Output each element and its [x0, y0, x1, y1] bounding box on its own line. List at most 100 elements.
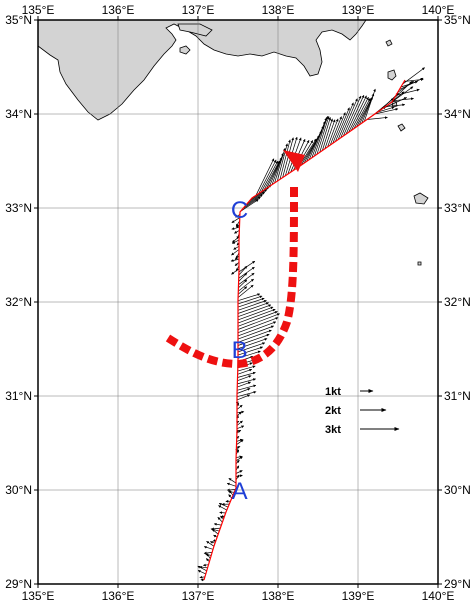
- land-shape: [177, 23, 213, 37]
- lon-label-bottom: 140°E: [422, 589, 455, 603]
- current-vector: [228, 490, 235, 494]
- current-vector: [205, 558, 210, 562]
- current-vector: [237, 381, 251, 388]
- kuroshio-arrowhead: [283, 150, 305, 172]
- lon-label-bottom: 139°E: [342, 589, 375, 603]
- current-vector: [232, 239, 240, 244]
- land-shape: [387, 69, 397, 81]
- current-vector: [260, 160, 279, 192]
- land-shape: [38, 20, 367, 121]
- current-vector: [235, 470, 243, 474]
- current-vector: [402, 67, 425, 85]
- current-vector: [400, 80, 418, 88]
- current-vector: [238, 272, 255, 285]
- lon-label-bottom: 138°E: [262, 589, 295, 603]
- current-vector: [342, 95, 362, 137]
- current-vector: [237, 317, 279, 334]
- current-vector: [404, 78, 424, 82]
- current-vector: [237, 325, 274, 340]
- current-vector: [197, 570, 206, 575]
- current-vector: [242, 196, 261, 210]
- current-vector: [238, 260, 256, 273]
- lon-label-bottom: 137°E: [182, 589, 215, 603]
- current-vector: [321, 118, 333, 151]
- current-vector: [316, 116, 330, 155]
- current-vector: [319, 117, 332, 153]
- current-vector: [236, 394, 251, 401]
- current-vector: [235, 214, 241, 218]
- current-vector: [237, 338, 268, 350]
- lon-label-top: 139°E: [342, 3, 375, 17]
- current-vector: [231, 249, 240, 256]
- current-vector: [237, 371, 256, 378]
- lat-label-left: 34°N: [5, 107, 32, 121]
- station-labels: A B C: [231, 197, 248, 505]
- land-shape: [397, 123, 406, 132]
- current-vector: [237, 350, 261, 359]
- current-vector: [197, 565, 207, 572]
- current-vector: [233, 245, 240, 250]
- current-vector: [240, 199, 259, 212]
- current-vector: [263, 161, 280, 191]
- current-vector: [266, 159, 281, 189]
- current-vector: [238, 278, 254, 292]
- current-vector: [228, 494, 232, 499]
- current-vector: [218, 505, 227, 511]
- lat-label-right: 31°N: [444, 389, 471, 403]
- station-label-b: B: [232, 337, 248, 364]
- lat-label-right: 29°N: [444, 577, 471, 591]
- lat-label-right: 34°N: [444, 107, 471, 121]
- current-vector: [236, 410, 245, 414]
- current-vector: [236, 404, 243, 410]
- current-vector: [237, 365, 256, 372]
- current-vector: [237, 308, 276, 324]
- current-vector: [385, 103, 406, 108]
- legend-label: 1kt: [325, 386, 341, 398]
- current-vector: [248, 189, 268, 202]
- current-vector: [237, 368, 253, 375]
- legend-label: 3kt: [325, 424, 341, 436]
- current-vector: [244, 194, 263, 207]
- current-vector: [226, 482, 237, 487]
- vector-legend: 1kt 2kt 3kt: [325, 386, 400, 436]
- current-vector: [246, 191, 266, 205]
- lat-label-right: 30°N: [444, 483, 471, 497]
- current-vector: [206, 541, 215, 547]
- lat-label-right: 35°N: [444, 13, 471, 27]
- kuroshio-path: [165, 150, 305, 369]
- lat-label-right: 32°N: [444, 295, 471, 309]
- current-vector: [237, 342, 266, 353]
- current-vector: [329, 116, 342, 146]
- current-vector: [237, 306, 274, 321]
- current-vector: [199, 565, 208, 569]
- current-vector: [236, 438, 243, 442]
- current-vector: [236, 420, 243, 426]
- current-vector: [231, 217, 240, 223]
- current-vector: [236, 388, 251, 394]
- current-vector: [226, 488, 236, 492]
- current-vector: [217, 516, 223, 523]
- current-vector: [282, 137, 295, 178]
- current-vector: [205, 553, 212, 557]
- lat-label-right: 33°N: [444, 201, 471, 215]
- current-vector: [236, 446, 241, 449]
- current-vector: [311, 117, 327, 159]
- current-vector: [237, 284, 254, 298]
- current-vector: [237, 384, 257, 391]
- current-vector: [237, 304, 272, 318]
- land-masses: [38, 20, 429, 266]
- current-vector: [237, 286, 248, 295]
- current-vector: [366, 116, 388, 120]
- lon-label-bottom: 136°E: [102, 589, 135, 603]
- land-shape: [385, 39, 393, 47]
- current-vector: [236, 455, 243, 459]
- lon-label-bottom: 135°E: [22, 589, 55, 603]
- current-vector: [276, 143, 289, 182]
- current-vector: [237, 299, 267, 311]
- current-vector: [314, 116, 329, 157]
- current-vector: [340, 98, 358, 138]
- lon-label-top: 135°E: [22, 3, 55, 17]
- current-vector: [236, 429, 242, 433]
- current-vector: [213, 534, 218, 538]
